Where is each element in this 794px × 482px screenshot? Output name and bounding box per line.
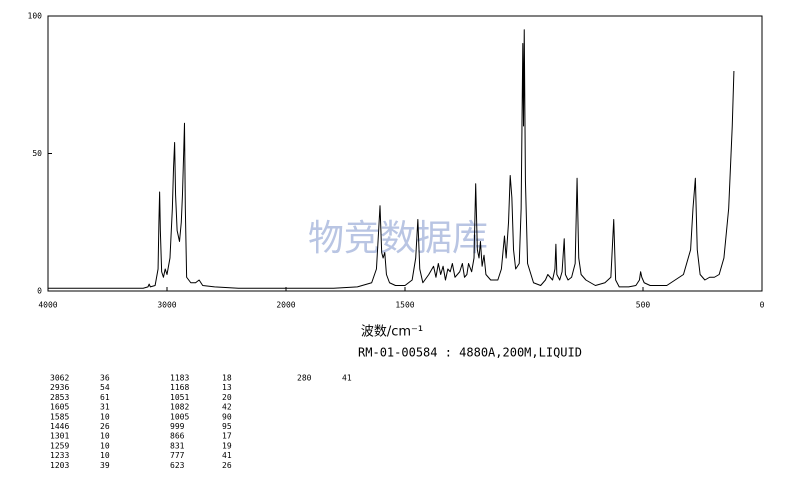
peak-table-cell: 1585	[50, 412, 69, 421]
peak-table-cell: 1233	[50, 451, 69, 460]
peak-table-cell: 866	[170, 432, 185, 441]
peak-table-cell: 1605	[50, 403, 69, 412]
x-tick-label: 4000	[38, 301, 57, 310]
peak-table-cell: 1183	[170, 374, 189, 383]
peak-table-cell: 1005	[170, 412, 189, 421]
peak-table-cell: 10	[100, 441, 110, 450]
peak-table-cell: 623	[170, 461, 185, 470]
peak-table-cell: 1051	[170, 393, 189, 402]
peak-table-cell: 1446	[50, 422, 69, 431]
spectrum-line	[48, 29, 735, 289]
peak-table-cell: 2853	[50, 393, 69, 402]
peak-table-cell: 1301	[50, 432, 69, 441]
peak-table-cell: 280	[297, 374, 312, 383]
peak-table-cell: 61	[100, 393, 110, 402]
peak-table-cell: 31	[100, 403, 110, 412]
peak-table-cell: 54	[100, 383, 110, 392]
peak-table-cell: 10	[100, 412, 110, 421]
peak-table-cell: 18	[222, 374, 232, 383]
y-tick-label: 50	[32, 149, 42, 158]
peak-table-cell: 95	[222, 422, 232, 431]
peak-table-cell: 10	[100, 451, 110, 460]
peak-table-cell: 3062	[50, 374, 69, 383]
peak-table-cell: 26	[222, 461, 232, 470]
subtitle: RM-01-00584 : 4880A,200M,LIQUID	[358, 346, 582, 360]
peak-table-cell: 831	[170, 441, 185, 450]
x-tick-label: 500	[636, 301, 651, 310]
peak-table-cell: 39	[100, 461, 110, 470]
peak-table-cell: 13	[222, 383, 232, 392]
peak-table-cell: 20	[222, 393, 232, 402]
peak-table-cell: 1203	[50, 461, 69, 470]
peak-table-cell: 17	[222, 432, 232, 441]
peak-table-cell: 36	[100, 374, 110, 383]
x-tick-label: 3000	[157, 301, 176, 310]
peak-table-cell: 1168	[170, 383, 189, 392]
peak-table-cell: 41	[222, 451, 232, 460]
x-tick-label: 1500	[395, 301, 414, 310]
peak-table-cell: 42	[222, 403, 232, 412]
peak-table-cell: 19	[222, 441, 232, 450]
peak-table-cell: 1259	[50, 441, 69, 450]
y-tick-label: 0	[37, 287, 42, 296]
peak-table-cell: 90	[222, 412, 232, 421]
x-tick-label: 2000	[276, 301, 295, 310]
x-axis-label: 波数/cm⁻¹	[361, 325, 423, 340]
peak-table-cell: 2936	[50, 383, 69, 392]
y-tick-label: 100	[28, 12, 43, 21]
peak-table-cell: 10	[100, 432, 110, 441]
peak-table-cell: 1082	[170, 403, 189, 412]
watermark: 物竞数据库	[308, 218, 488, 259]
peak-table-cell: 999	[170, 422, 185, 431]
peak-table-cell: 777	[170, 451, 185, 460]
peak-table-cell: 41	[342, 374, 352, 383]
x-tick-label: 0	[760, 301, 765, 310]
peak-table-cell: 26	[100, 422, 110, 431]
